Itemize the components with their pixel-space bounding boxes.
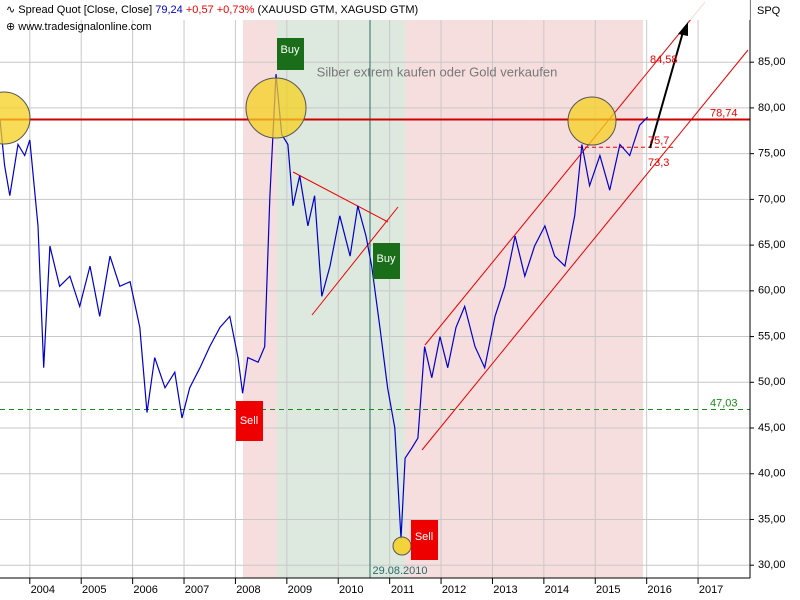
annotation: Silber extrem kaufen oder Gold verkaufen xyxy=(317,64,558,79)
trend-line xyxy=(311,206,399,316)
channel-line xyxy=(421,49,749,451)
y-tick-label: 65,00 xyxy=(758,239,786,251)
arrow xyxy=(649,31,684,149)
highlight-circle xyxy=(245,77,307,139)
x-tick-label: 2005 xyxy=(82,584,106,596)
x-tick-label: 2012 xyxy=(442,584,466,596)
level-label: 47,03 xyxy=(710,397,738,409)
x-tick-label: 2013 xyxy=(493,584,517,596)
x-tick-label: 2015 xyxy=(596,584,620,596)
y-tick-label: 45,00 xyxy=(758,422,786,434)
x-tick-label: 2010 xyxy=(339,584,363,596)
source: ⊕ www.tradesignalonline.com xyxy=(6,21,152,33)
y-tick-label: 85,00 xyxy=(758,56,786,68)
header-change-pct: +0,73% xyxy=(217,4,255,16)
y-tick-label: 35,00 xyxy=(758,513,786,525)
source-text: www.tradesignalonline.com xyxy=(17,21,151,33)
x-tick-label: 2004 xyxy=(31,584,55,596)
x-tick-label: 2006 xyxy=(133,584,157,596)
level-label: 84,58 xyxy=(650,54,678,66)
sell-box xyxy=(411,520,438,560)
x-tick-label: 2011 xyxy=(391,584,415,596)
y-tick-label: 75,00 xyxy=(758,148,786,160)
header-change: +0,57 xyxy=(186,4,214,16)
level-label: 78,74 xyxy=(710,107,738,119)
x-axis-panel xyxy=(0,578,750,600)
header-name: Spread Quot [Close, Close] xyxy=(18,4,152,16)
highlight-circle xyxy=(392,536,412,556)
x-tick-label: 2017 xyxy=(699,584,723,596)
signal-label: Buy xyxy=(281,44,300,56)
y-tick-label: 50,00 xyxy=(758,376,786,388)
y-tick-label: 40,00 xyxy=(758,468,786,480)
highlight-circle xyxy=(0,91,31,145)
y-tick-label: 80,00 xyxy=(758,102,786,114)
header-symbols: (XAUUSD GTM, XAGUSD GTM) xyxy=(257,4,418,16)
cursor-date: 29.08.2010 xyxy=(372,565,427,577)
buy-box xyxy=(277,38,304,70)
y-tick-label: 55,00 xyxy=(758,330,786,342)
level-label: 73,3 xyxy=(648,157,669,169)
x-tick-label: 2016 xyxy=(647,584,671,596)
buy-box xyxy=(373,243,400,279)
x-tick-label: 2008 xyxy=(236,584,260,596)
header-last: 79,24 xyxy=(155,4,183,16)
header: ∿ Spread Quot [Close, Close] 79,24 +0,57… xyxy=(6,4,418,16)
channel-line xyxy=(424,1,706,346)
header-name: ∿ xyxy=(6,4,18,16)
highlight-circle xyxy=(567,96,617,146)
y-tick-label: 60,00 xyxy=(758,285,786,297)
y-axis-panel xyxy=(750,0,800,600)
price-line xyxy=(0,74,649,539)
sell-box xyxy=(236,401,263,441)
header-bg xyxy=(0,0,750,20)
x-tick-label: 2009 xyxy=(288,584,312,596)
x-tick-label: 2014 xyxy=(545,584,569,596)
arrow-head xyxy=(678,22,688,36)
y-tick-label: 70,00 xyxy=(758,193,786,205)
x-tick-label: 2007 xyxy=(185,584,209,596)
signal-label: Sell xyxy=(415,531,433,543)
signal-label: Sell xyxy=(240,415,258,427)
trend-line xyxy=(292,171,389,223)
axis-label: SPQ xyxy=(757,5,781,17)
level-label: 75,7 xyxy=(648,135,669,147)
y-tick-label: 30,00 xyxy=(758,559,786,571)
signal-label: Buy xyxy=(377,253,396,265)
